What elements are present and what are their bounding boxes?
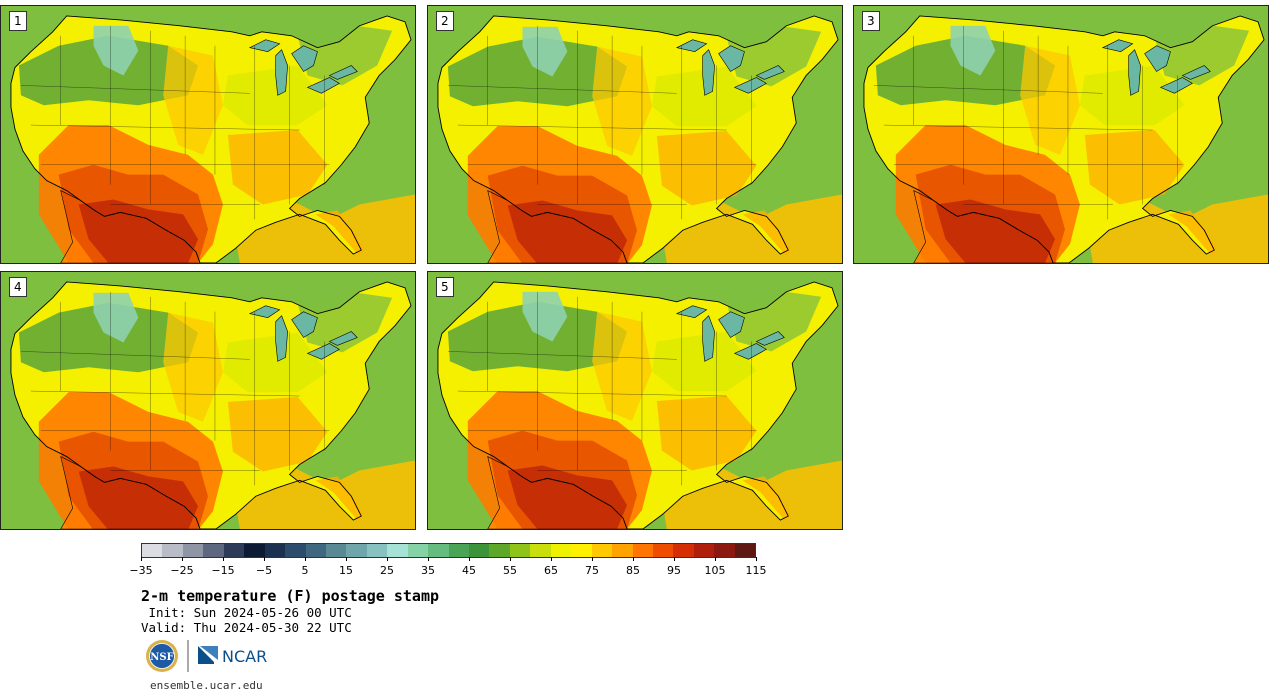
colorbar-tick	[223, 557, 224, 561]
colorbar-swatch	[469, 544, 490, 557]
colorbar-swatch	[203, 544, 224, 557]
colorbar-swatch	[182, 544, 204, 557]
map-panel-2[interactable]: 2	[427, 5, 843, 264]
colorbar-tick	[469, 557, 470, 561]
colorbar-tick-label: 15	[339, 564, 353, 577]
colorbar-tick	[182, 557, 183, 561]
colorbar-tick-label: 75	[585, 564, 599, 577]
colorbar-swatch	[673, 544, 694, 557]
colorbar-tick-label: 115	[745, 564, 767, 577]
colorbar-swatch	[244, 544, 265, 557]
ncar-logo-text: NCAR	[222, 647, 267, 666]
valid-time: Valid: Thu 2024-05-30 22 UTC	[141, 620, 352, 635]
colorbar-swatch	[346, 544, 367, 557]
colorbar-tick-label: 65	[544, 564, 558, 577]
colorbar-swatch	[366, 544, 388, 557]
colorbar-tick-label: 25	[380, 564, 394, 577]
colorbar-tick	[551, 557, 552, 561]
temperature-map	[428, 6, 842, 263]
colorbar-tick-label: −25	[170, 564, 194, 577]
panel-number: 4	[9, 277, 27, 297]
colorbar-tick-label: 5	[301, 564, 309, 577]
logos: NSF NCAR	[146, 640, 267, 672]
colorbar-tick	[715, 557, 716, 561]
colorbar-tick-label: −15	[211, 564, 235, 577]
temperature-map	[1, 272, 415, 529]
colorbar-tick-label: 95	[667, 564, 681, 577]
colorbar-swatch	[489, 544, 510, 557]
colorbar-swatch	[612, 544, 633, 557]
site-url[interactable]: ensemble.ucar.edu	[150, 679, 263, 692]
temperature-map	[854, 6, 1268, 263]
map-panel-3[interactable]: 3	[853, 5, 1269, 264]
panel-number: 2	[436, 11, 454, 31]
colorbar-tick-label: 85	[626, 564, 640, 577]
colorbar-swatch	[387, 544, 408, 557]
colorbar-swatch	[325, 544, 347, 557]
colorbar-swatch	[264, 544, 286, 557]
temperature-colorbar	[141, 543, 756, 558]
colorbar-swatch	[509, 544, 531, 557]
colorbar-ticks: −35 −25 −15 −5 5 15 25 35 45 55 65 75 85 95 105 115	[129, 557, 767, 579]
colorbar-tick	[592, 557, 593, 561]
colorbar-tick	[141, 557, 142, 561]
colorbar-tick	[264, 557, 265, 561]
colorbar-swatch	[162, 544, 183, 557]
panel-number: 1	[9, 11, 27, 31]
map-panel-1[interactable]: 1	[0, 5, 416, 264]
colorbar-swatch	[571, 544, 592, 557]
map-panel-4[interactable]: 4	[0, 271, 416, 530]
colorbar-swatch	[407, 544, 429, 557]
colorbar-swatch	[285, 544, 306, 557]
colorbar-swatch	[693, 544, 715, 557]
colorbar-tick	[510, 557, 511, 561]
colorbar-tick-label: −35	[129, 564, 153, 577]
colorbar-tick-label: 55	[503, 564, 517, 577]
colorbar-tick	[305, 557, 306, 561]
ncar-logo-icon: NCAR	[198, 646, 267, 666]
colorbar-tick	[428, 557, 429, 561]
colorbar-swatch	[142, 544, 163, 557]
colorbar-swatch	[428, 544, 449, 557]
colorbar-tick	[633, 557, 634, 561]
map-panel-5[interactable]: 5	[427, 271, 843, 530]
colorbar-tick	[387, 557, 388, 561]
temperature-map	[428, 272, 842, 529]
colorbar-swatch	[305, 544, 326, 557]
colorbar-swatch	[530, 544, 551, 557]
panel-number: 3	[862, 11, 880, 31]
colorbar-tick-label: 105	[704, 564, 726, 577]
nsf-logo-icon: NSF	[146, 640, 178, 672]
colorbar-tick-label: 45	[462, 564, 476, 577]
colorbar-tick	[346, 557, 347, 561]
nsf-logo-text: NSF	[150, 652, 173, 663]
temperature-map	[1, 6, 415, 263]
map-title: 2-m temperature (F) postage stamp	[141, 587, 440, 605]
colorbar-swatch	[448, 544, 469, 557]
colorbar-tick-label: 35	[421, 564, 435, 577]
colorbar-tick	[674, 557, 675, 561]
colorbar-tick-label: −5	[255, 564, 273, 577]
colorbar-swatch	[652, 544, 674, 557]
colorbar-swatch	[223, 544, 245, 557]
colorbar-tick	[756, 557, 757, 561]
colorbar-swatch	[550, 544, 572, 557]
init-time: Init: Sun 2024-05-26 00 UTC	[141, 605, 352, 620]
panel-number: 5	[436, 277, 454, 297]
colorbar-swatch	[714, 544, 735, 557]
colorbar-swatch	[632, 544, 653, 557]
colorbar-swatch	[591, 544, 613, 557]
colorbar-swatch	[734, 544, 756, 557]
